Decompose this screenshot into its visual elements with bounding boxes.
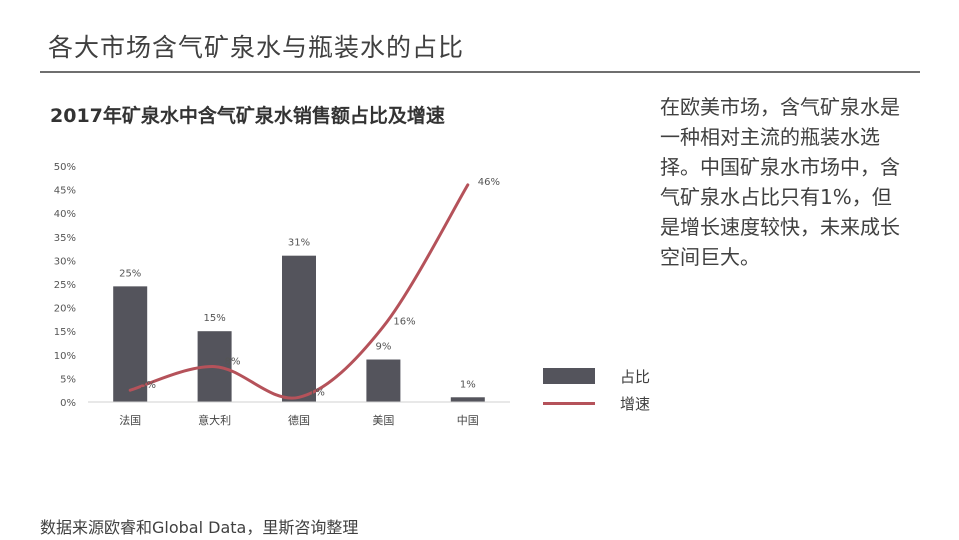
y-tick-label: 0% [60, 398, 76, 409]
line-data-label: 3% [140, 380, 156, 391]
y-tick-label: 50% [54, 162, 76, 173]
x-tick-label: 德国 [288, 413, 310, 427]
x-tick-label: 意大利 [198, 413, 231, 427]
bar-data-label: 15% [203, 313, 225, 324]
legend-label-share: 占比 [620, 367, 651, 386]
bar [282, 255, 316, 402]
bar-data-label: 25% [119, 268, 141, 279]
legend-label-growth: 增速 [620, 394, 651, 413]
legend-item-share: 占比 [543, 365, 650, 387]
bar [366, 359, 401, 402]
y-tick-label: 5% [60, 374, 76, 385]
x-axis-labels: 法国 意大利 德国 美国 中国 [119, 413, 479, 427]
bar-data-labels: 25% 15% 31% 9% 1% [119, 238, 476, 391]
bar [113, 286, 148, 402]
slide-title: 各大市场含气矿泉水与瓶装水的占比 [48, 33, 465, 62]
bar-series [113, 255, 485, 402]
bar-data-label: 31% [288, 238, 310, 249]
legend-swatch-share [543, 368, 595, 384]
line-series [128, 183, 470, 400]
y-tick-label: 20% [54, 304, 76, 315]
y-tick-label: 30% [54, 256, 76, 267]
y-tick-label: 25% [54, 280, 76, 291]
y-tick-label: 15% [54, 327, 76, 338]
source-note: 数据来源欧睿和Global Data，里斯咨询整理 [40, 518, 359, 537]
commentary-text: 在欧美市场，含气矿泉水是一种相对主流的瓶装水选择。中国矿泉水市场中，含气矿泉水占… [660, 95, 900, 269]
line-data-labels: 3% 8% 1% 16% 46% [140, 177, 500, 398]
line-data-label: 46% [478, 177, 500, 188]
bar [450, 397, 485, 402]
chart-title: 2017年矿泉水中含气矿泉水销售额占比及增速 [50, 105, 445, 127]
title-divider [40, 71, 920, 73]
growth-line [128, 183, 470, 400]
y-tick-label: 35% [54, 233, 76, 244]
x-tick-label: 美国 [372, 414, 394, 427]
line-data-label: 1% [309, 387, 325, 398]
line-data-label: 8% [225, 357, 241, 368]
line-data-label: 16% [393, 316, 415, 327]
legend-item-growth: 增速 [543, 392, 650, 414]
bar-data-label: 1% [460, 379, 476, 390]
y-tick-label: 45% [54, 186, 76, 197]
x-tick-label: 中国 [457, 414, 479, 427]
x-tick-label: 法国 [119, 413, 141, 427]
y-tick-label: 40% [54, 209, 76, 220]
y-axis-ticks: 0% 5% 10% 15% 20% 25% 30% 35% 40% 45% 50% [54, 162, 76, 409]
bar-data-label: 9% [375, 342, 391, 353]
bar-line-chart: 0% 5% 10% 15% 20% 25% 30% 35% 40% 45% 50% 25% 15% 31… [54, 162, 510, 427]
y-tick-label: 10% [54, 351, 76, 362]
legend-swatch-growth [543, 401, 595, 405]
